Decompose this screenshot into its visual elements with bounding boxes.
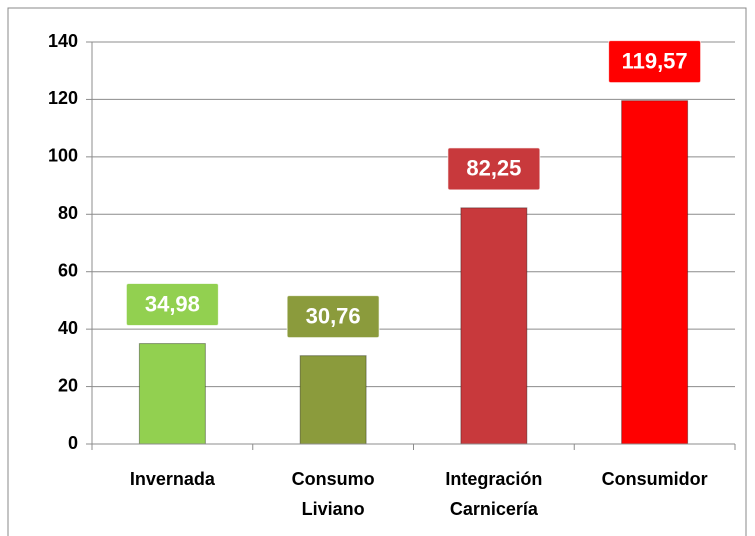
y-tick-label: 100 xyxy=(48,146,78,166)
x-tick-label: Integración Carnicería xyxy=(445,469,543,519)
bar xyxy=(460,207,528,445)
x-tick-label: Consumo Liviano xyxy=(291,469,375,519)
value-label: 30,76 xyxy=(306,303,361,328)
y-tick-label: 40 xyxy=(58,318,78,338)
value-label-box xyxy=(125,283,219,327)
value-label: 119,57 xyxy=(622,48,688,73)
y-tick-label: 20 xyxy=(58,375,78,395)
y-tick-label: 140 xyxy=(48,31,78,51)
value-label: 82,25 xyxy=(466,156,521,181)
y-tick-label: 120 xyxy=(48,88,78,108)
value-label-box xyxy=(608,40,702,84)
x-tick-label: Invernada xyxy=(129,469,215,489)
y-tick-label: 80 xyxy=(58,203,78,223)
bar xyxy=(621,100,689,445)
chart-border xyxy=(7,7,747,536)
bar xyxy=(138,343,206,445)
bar xyxy=(299,355,367,445)
y-tick-label: 60 xyxy=(58,260,78,280)
value-label-box xyxy=(286,295,380,339)
value-label: 34,98 xyxy=(145,291,200,316)
value-label-box xyxy=(447,147,541,191)
x-tick-label: Consumidor xyxy=(601,469,708,489)
y-tick-label: 0 xyxy=(68,433,78,453)
